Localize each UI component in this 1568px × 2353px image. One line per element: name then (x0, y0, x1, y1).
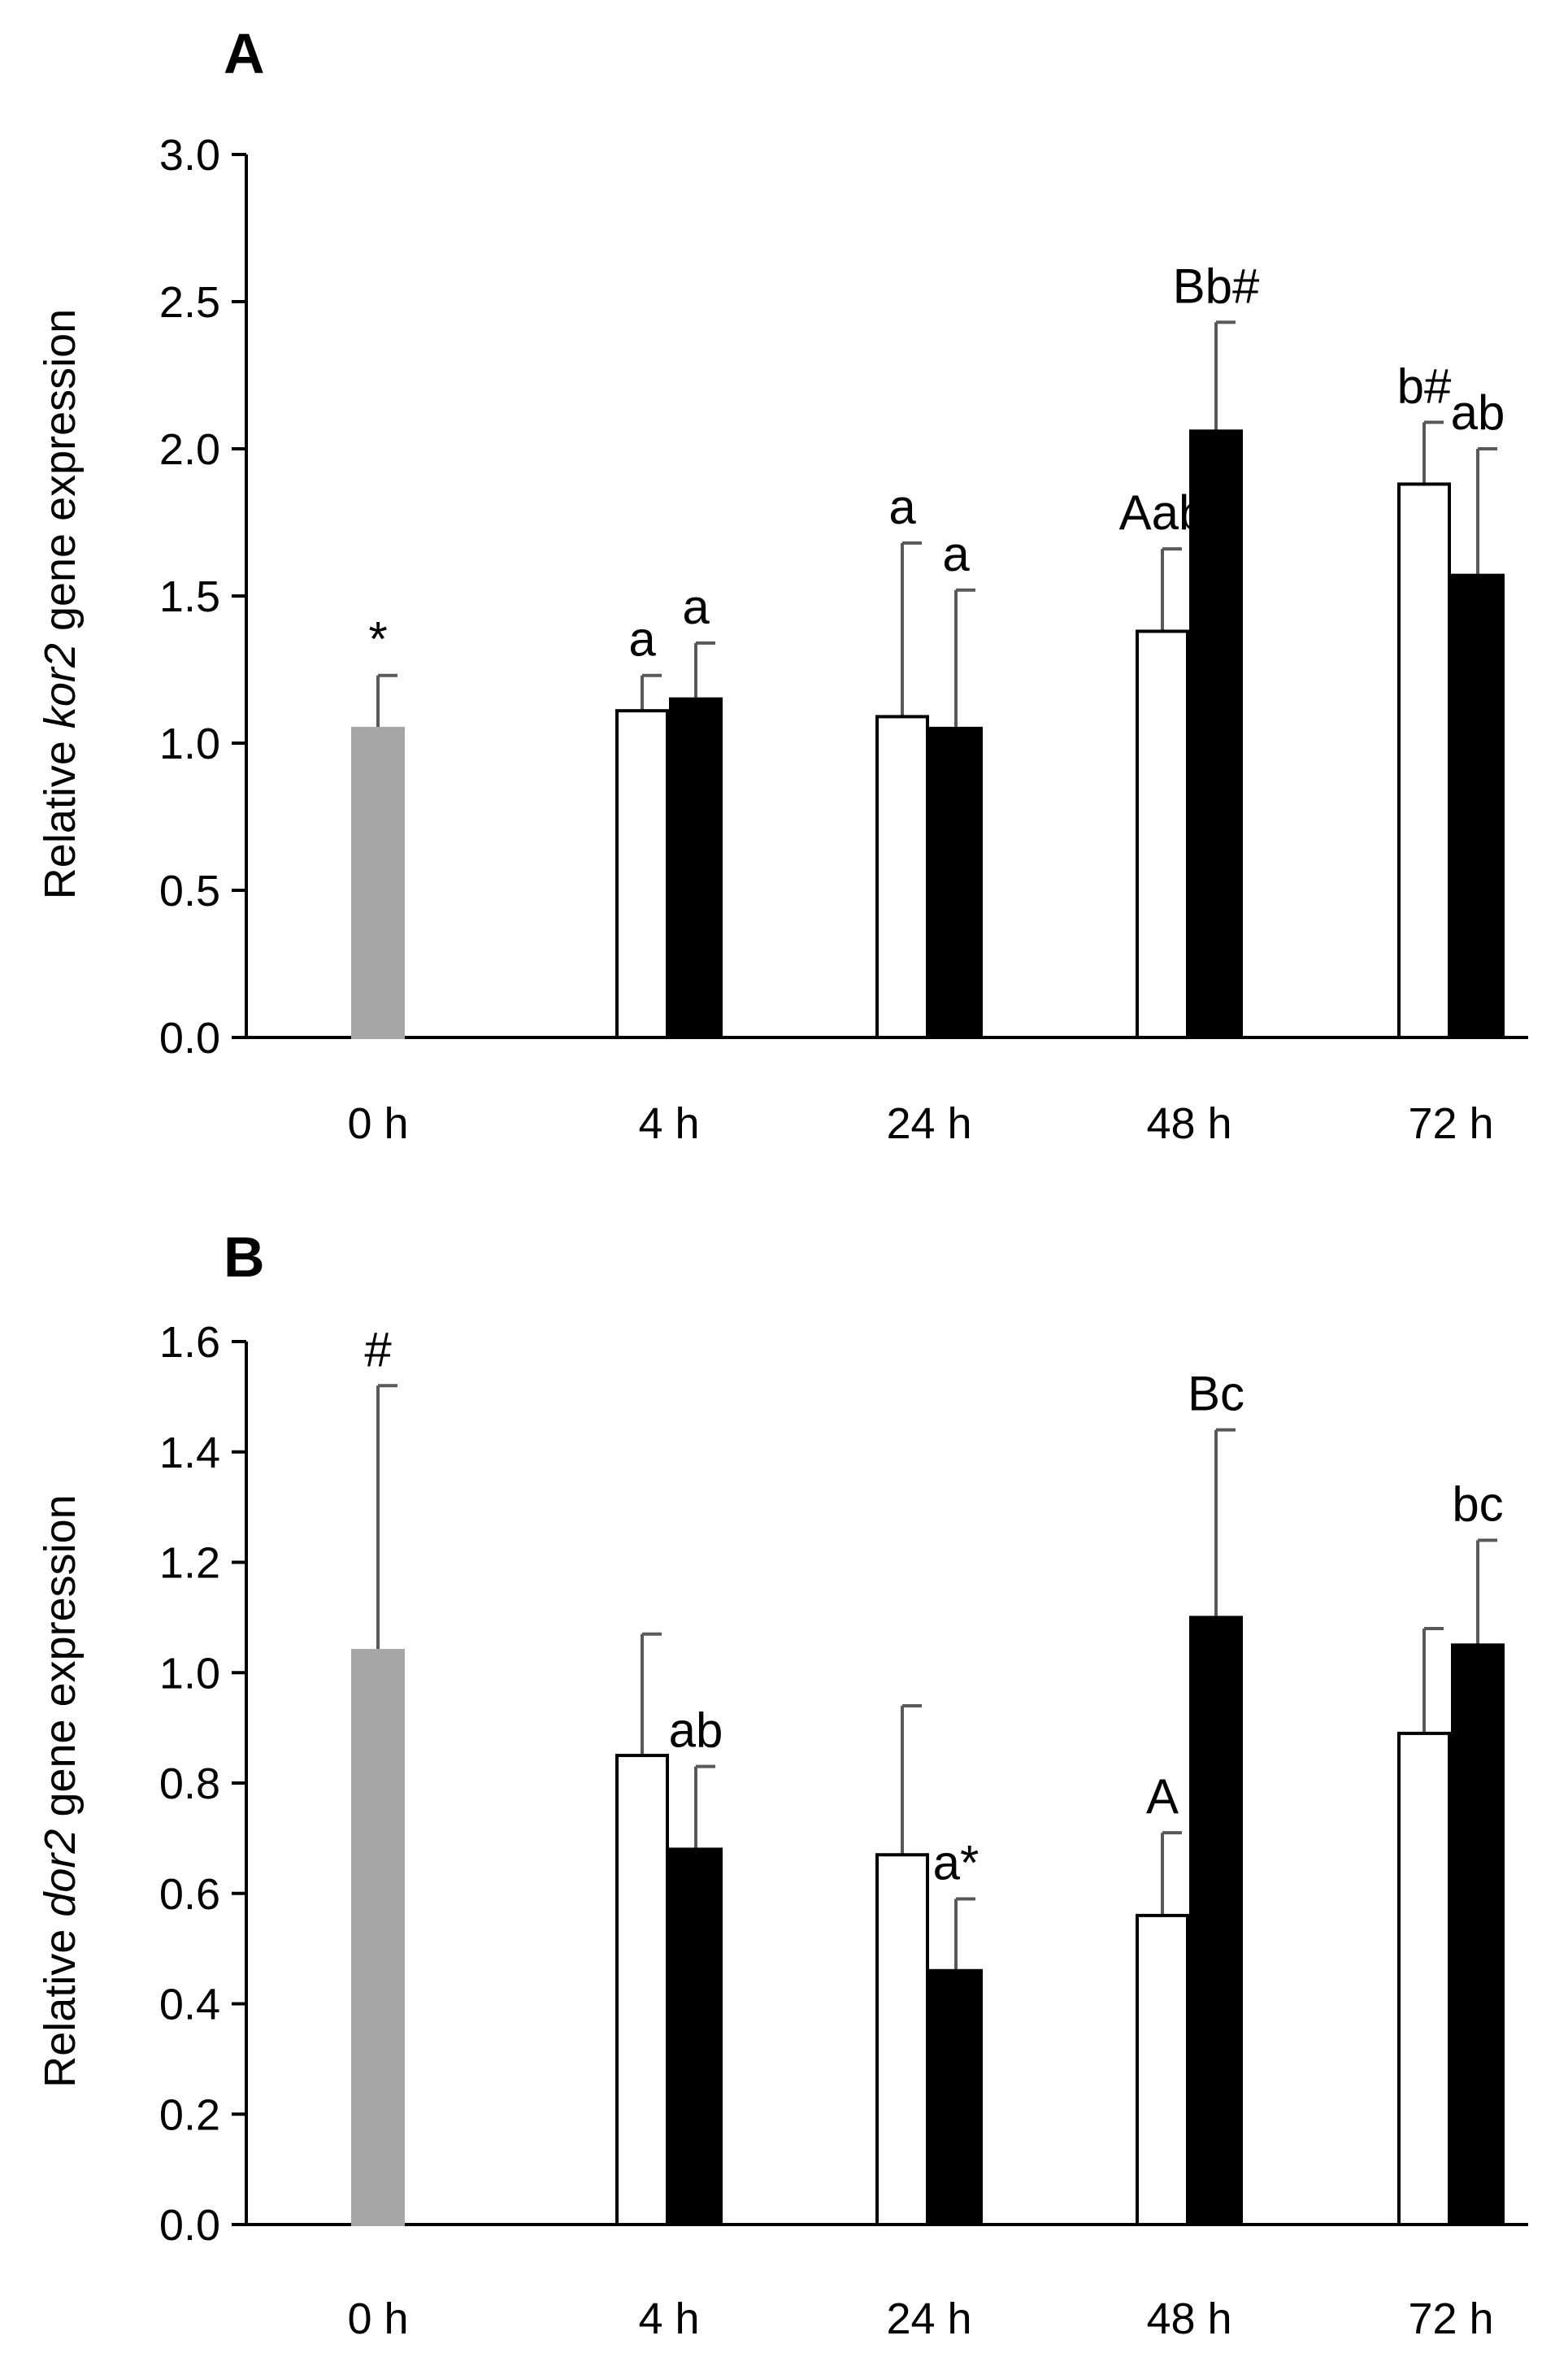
x-tick-label: 72 h (1408, 2294, 1493, 2343)
significance-label: a* (933, 1836, 979, 1890)
bar-filled (929, 726, 983, 1040)
y-tick-label: 0.0 (159, 1014, 220, 1063)
bar-open (1136, 1913, 1189, 2226)
significance-label: ab (669, 1703, 723, 1758)
chart-panel-a: A 0.0 0.5 1.0 1.5 2.0 2.5 3.0 Relative kor2 gene… (36, 22, 1528, 1148)
x-tick-label: 24 h (886, 2294, 971, 2343)
bar-filled (929, 1968, 983, 2226)
significance-label: * (368, 612, 387, 667)
y-axis-title-prefix: Relative (36, 729, 85, 899)
y-tick-label: 3.0 (159, 131, 220, 180)
y-tick-label: 1.6 (159, 1318, 220, 1367)
x-tick-label: 0 h (347, 1099, 408, 1148)
y-axis-title: Relative dor2 gene expression (36, 1494, 85, 2087)
bar-open (1136, 629, 1189, 1039)
significance-label: a (888, 480, 916, 534)
y-tick-label: 1.2 (159, 1539, 220, 1588)
y-axis-title-gene: kor2 (36, 643, 85, 729)
y-axis-title-suffix: gene expression (36, 1494, 85, 1829)
x-tick-label: 24 h (886, 1099, 971, 1148)
bar-open (615, 709, 669, 1039)
y-axis-title-suffix: gene expression (36, 309, 85, 643)
y-tick-label: 1.5 (159, 572, 220, 621)
significance-label: b# (1397, 359, 1452, 413)
bar-open (875, 715, 929, 1039)
bar-control (351, 726, 405, 1040)
significance-label: # (364, 1322, 392, 1377)
bar-open (1397, 482, 1451, 1039)
y-tick-label: 0.2 (159, 2090, 220, 2139)
bar-filled (669, 1847, 723, 2226)
y-tick-label: 1.0 (159, 1649, 220, 1698)
bar-control (351, 1649, 405, 2226)
bar-filled (1451, 573, 1505, 1039)
chart-panel-b: B 0.0 0.2 0.4 0.6 0.8 1.0 1.2 1.4 1.6 Relative dor… (36, 1225, 1528, 2343)
panel-label: A (224, 22, 265, 85)
y-tick-label: 1.4 (159, 1429, 220, 1477)
y-tick-label: 2.5 (159, 278, 220, 327)
significance-label: Bb# (1173, 259, 1260, 313)
y-tick-label: 0.0 (159, 2201, 220, 2250)
bar-filled (1451, 1643, 1505, 2226)
y-axis-title-gene: dor2 (36, 1829, 85, 1917)
significance-label: A (1146, 1769, 1179, 1824)
panel-label: B (224, 1225, 265, 1289)
x-tick-label: 4 h (638, 1099, 699, 1148)
x-tick-label: 4 h (638, 2294, 699, 2343)
significance-label: a (628, 612, 656, 667)
y-tick-label: 0.5 (159, 867, 220, 916)
bar-open (615, 1754, 669, 2226)
y-tick-label: 0.8 (159, 1759, 220, 1808)
significance-label: a (942, 527, 970, 581)
x-tick-label: 48 h (1146, 1099, 1231, 1148)
significance-label: bc (1452, 1477, 1503, 1531)
bar-filled (1189, 1616, 1243, 2226)
significance-label: a (682, 580, 710, 634)
y-tick-label: 0.4 (159, 1981, 220, 2029)
y-axis-title: Relative kor2 gene expression (36, 309, 85, 899)
significance-label: ab (1451, 385, 1505, 440)
y-axis-title-prefix: Relative (36, 1917, 85, 2088)
bar-open (875, 1853, 929, 2227)
bar-open (1397, 1731, 1451, 2227)
x-tick-label: 72 h (1408, 1099, 1493, 1148)
y-tick-label: 0.6 (159, 1870, 220, 1919)
bar-filled (669, 697, 723, 1039)
y-tick-label: 2.0 (159, 425, 220, 474)
significance-label: Bc (1188, 1367, 1244, 1421)
y-tick-label: 1.0 (159, 720, 220, 768)
x-tick-label: 0 h (347, 2294, 408, 2343)
x-tick-label: 48 h (1146, 2294, 1231, 2343)
bar-filled (1189, 429, 1243, 1039)
